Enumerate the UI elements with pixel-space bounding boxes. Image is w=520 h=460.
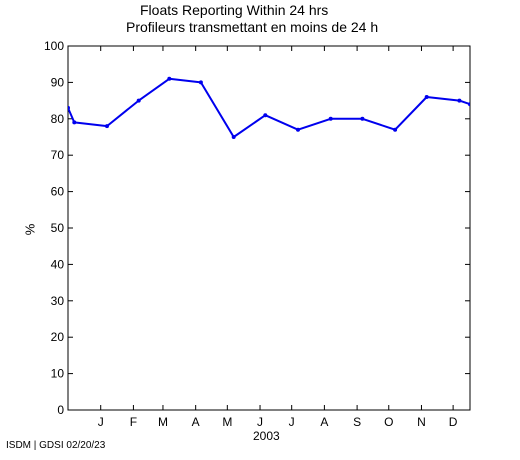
data-point (167, 76, 172, 81)
x-tick-label: A (320, 415, 328, 429)
data-point (360, 116, 365, 121)
data-point (424, 95, 429, 99)
y-tick-label: 80 (51, 112, 65, 126)
series-clip-group (68, 76, 470, 139)
x-tick-label: M (158, 415, 168, 429)
y-tick-label: 50 (51, 221, 65, 235)
data-point (198, 80, 203, 85)
x-tick-label: M (222, 415, 232, 429)
y-tick-label: 0 (57, 403, 64, 417)
y-tick-label: 90 (51, 75, 65, 89)
data-point (468, 102, 470, 107)
x-tick-label: J (257, 415, 263, 429)
data-point (105, 124, 109, 129)
chart-title: Floats Reporting Within 24 hrs (140, 2, 329, 18)
x-axis-label: 2003 (253, 429, 280, 443)
data-point (393, 127, 398, 132)
plot-frame (67, 45, 471, 411)
y-tick-label: 20 (51, 330, 65, 344)
y-tick-label: 60 (51, 185, 65, 199)
data-point (68, 105, 70, 110)
x-tick-label: A (192, 415, 200, 429)
x-tick-label: F (130, 415, 137, 429)
chart-subtitle: Profileurs transmettant en moins de 24 h (126, 19, 379, 35)
data-point (136, 98, 141, 103)
x-tick-label: J (98, 415, 104, 429)
data-point (457, 98, 462, 103)
data-point (231, 135, 236, 139)
series-line (68, 77, 470, 138)
series-group (68, 76, 470, 139)
x-tick-label: N (417, 415, 426, 429)
x-tick-label: J (289, 415, 295, 429)
y-axis: 0 10 20 30 40 50 60 70 80 90 100 (44, 39, 470, 417)
data-point (263, 113, 268, 118)
x-tick-label: D (449, 415, 458, 429)
data-point (72, 120, 77, 125)
y-tick-label: 70 (51, 148, 65, 162)
y-tick-label: 10 (51, 367, 65, 381)
y-tick-label: 100 (44, 39, 64, 53)
data-point (328, 116, 333, 121)
data-point (296, 127, 300, 132)
y-tick-label: 40 (51, 257, 65, 271)
x-tick-label: S (353, 415, 361, 429)
x-tick-label: O (384, 415, 393, 429)
y-tick-label: 30 (51, 294, 65, 308)
footer-credit: ISDM | GDSI 02/20/23 (6, 440, 106, 451)
